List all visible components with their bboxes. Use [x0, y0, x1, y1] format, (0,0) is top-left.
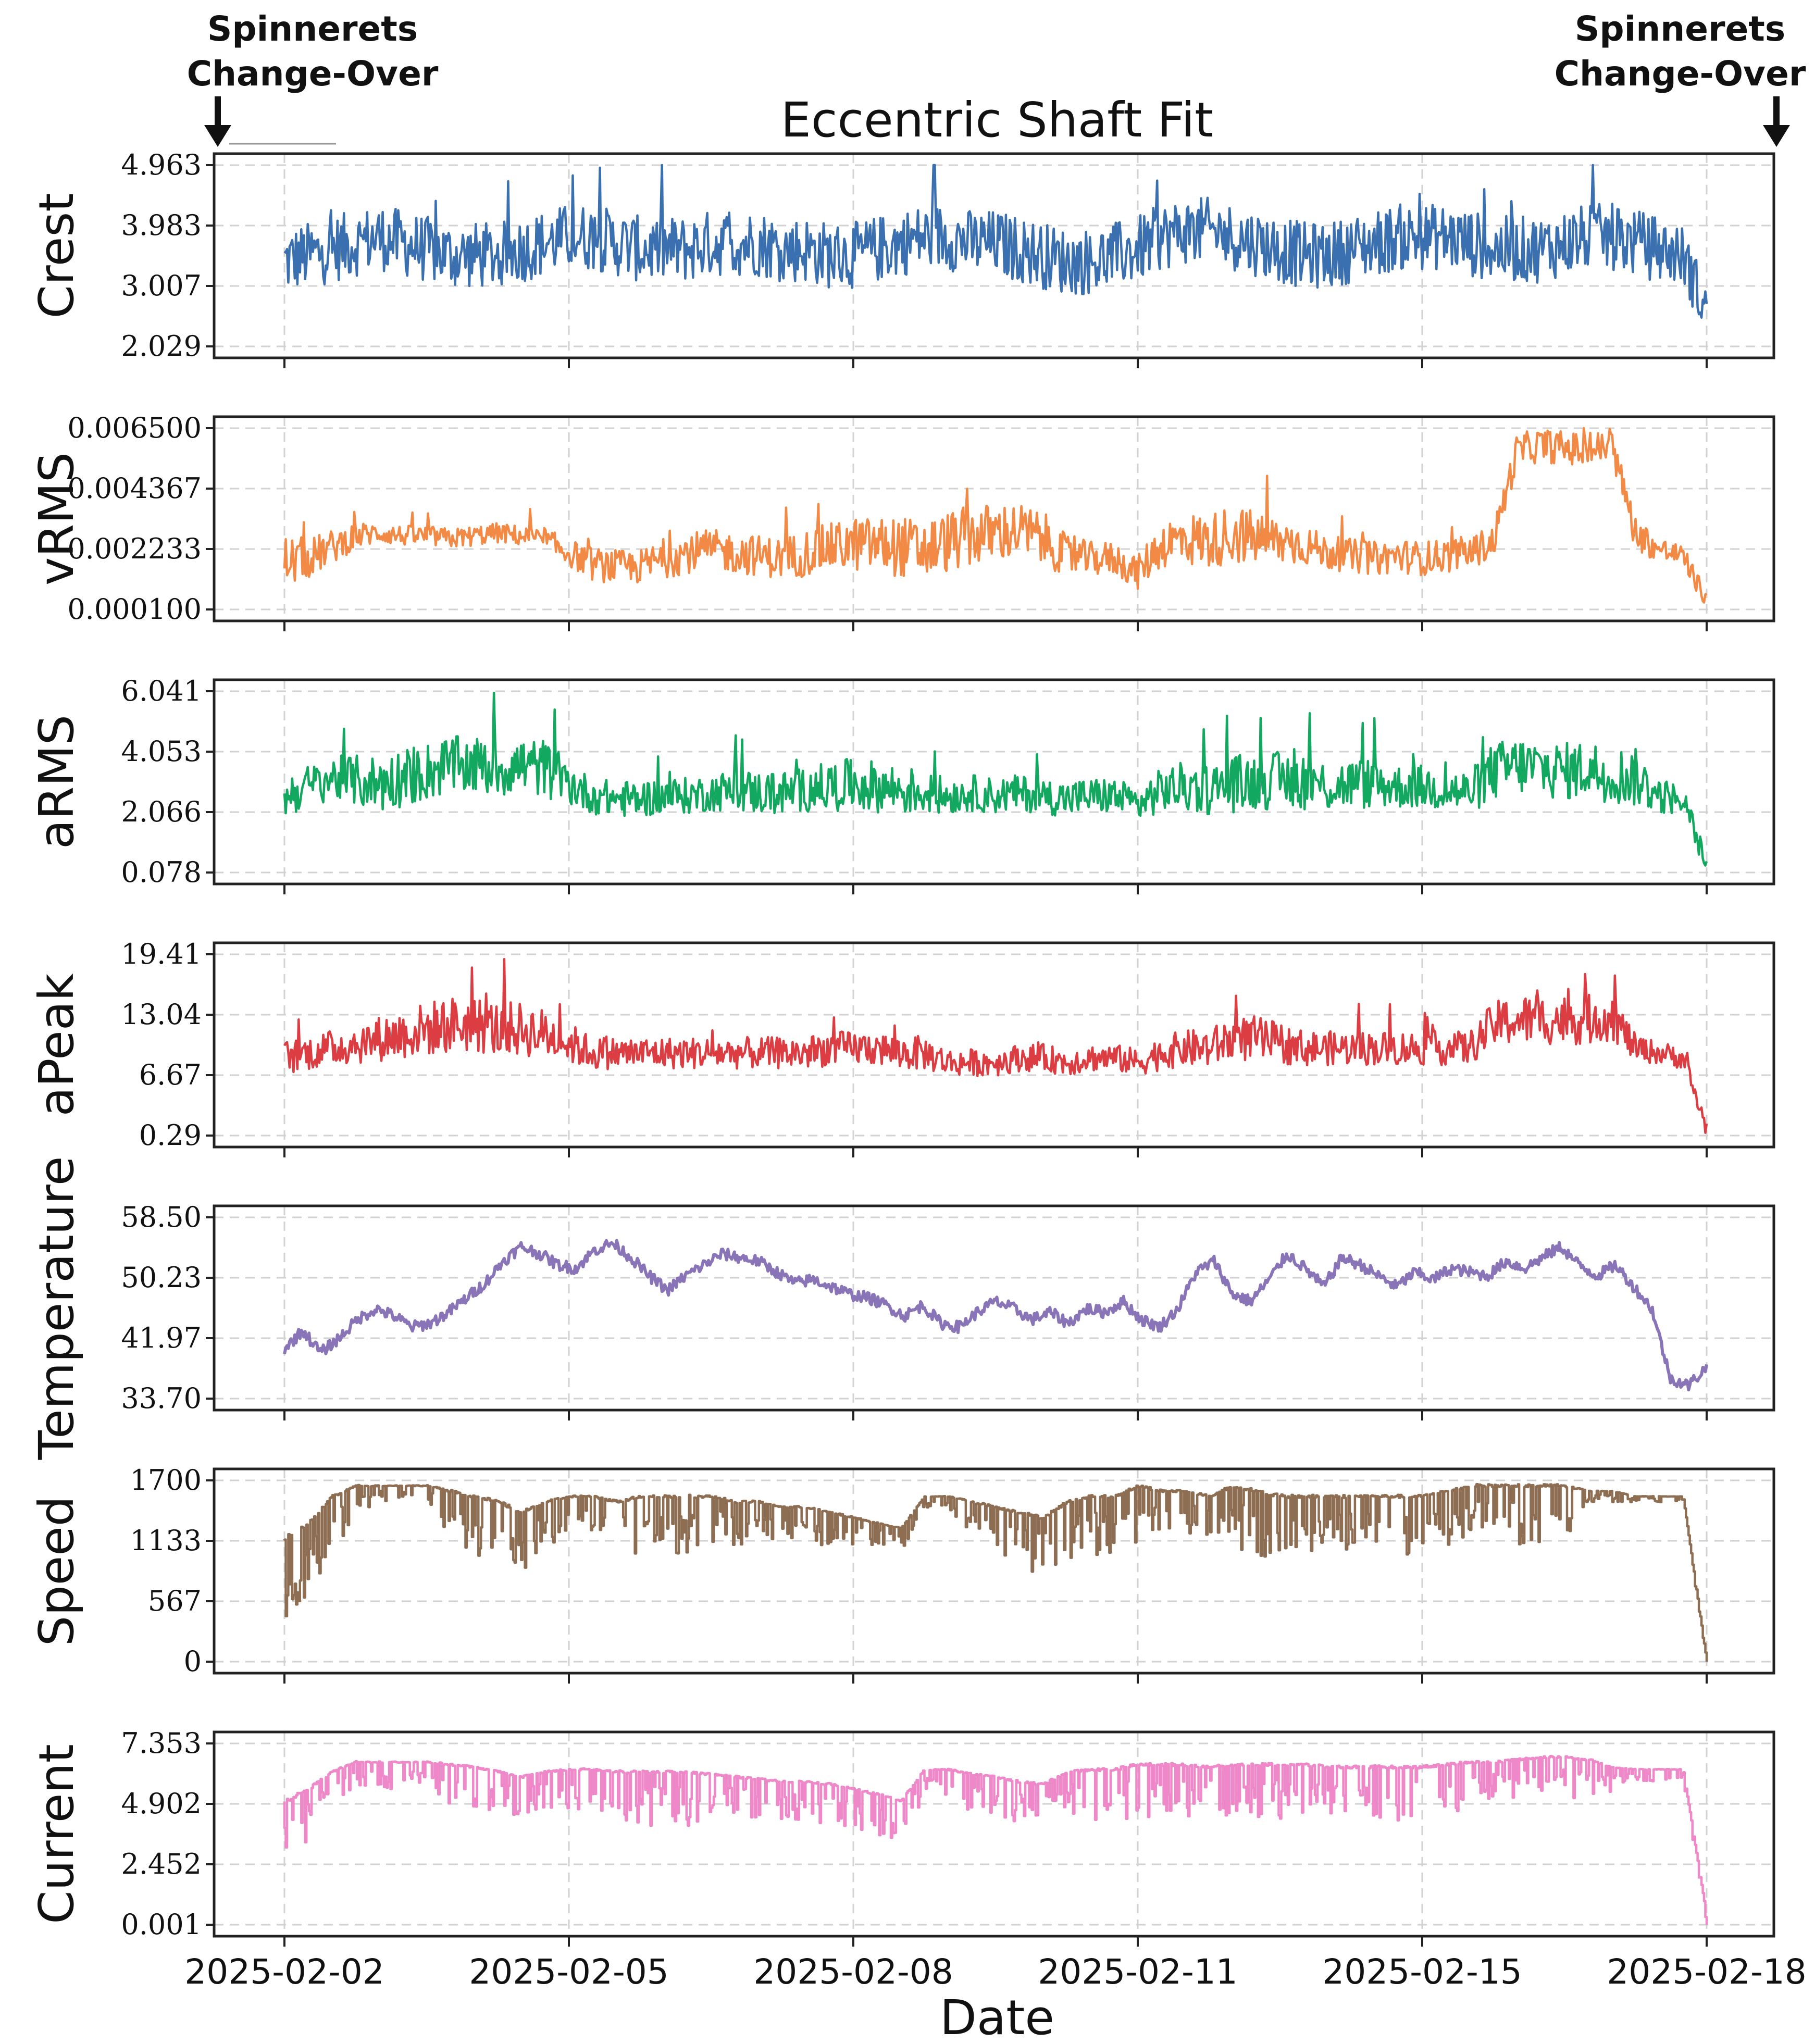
- y-tick-label: 567: [148, 1585, 202, 1617]
- panel-frame: [213, 941, 1775, 1149]
- y-tick-label: 2.029: [121, 330, 202, 363]
- y-tick-label: 2.066: [121, 795, 202, 828]
- y-tick-label: 3.007: [121, 269, 202, 302]
- right-annotation-line1: Spinnerets: [1575, 9, 1785, 49]
- y-tick-label: 6.67: [139, 1058, 202, 1091]
- series-line-current: [283, 1755, 1708, 1925]
- chart-title: Eccentric Shaft Fit: [781, 92, 1214, 148]
- series-line-apeak: [283, 958, 1708, 1134]
- y-tick-label: 1700: [130, 1464, 202, 1497]
- y-tick-label: 0.000100: [67, 593, 202, 626]
- right-changeover-annotation: Spinnerets Change-Over: [1555, 9, 1806, 147]
- series-line-arms: [283, 691, 1708, 867]
- panel-temperature: 58.50 50.23 41.97 33.70 Temperature: [29, 1156, 1775, 1461]
- panel-frame: [213, 678, 1775, 886]
- gridlines: [214, 417, 1774, 621]
- x-tick-label: 2025-02-15: [1322, 1952, 1522, 1992]
- panels-container: 4.963 3.983 3.007 2.029 Crest 0.006500 0.00436…: [29, 148, 1775, 1947]
- y-tick-label: 50.23: [121, 1261, 202, 1294]
- y-axis-label: aPeak: [29, 973, 84, 1117]
- panel-crest: 4.963 3.983 3.007 2.029 Crest: [29, 148, 1775, 368]
- y-tick-label: 3.983: [121, 209, 202, 242]
- y-axis-label: Speed: [29, 1496, 84, 1646]
- x-tick-label: 2025-02-05: [469, 1952, 669, 1992]
- panel-vrms: 0.006500 0.004367 0.002233 0.000100 vRMS: [29, 412, 1775, 631]
- x-tick-labels: 2025-02-02 2025-02-05 2025-02-08 2025-02…: [184, 1952, 1807, 1992]
- y-tick-label: 4.053: [121, 735, 202, 768]
- gridlines: [214, 1206, 1774, 1410]
- left-annotation-line1: Spinnerets: [207, 9, 418, 49]
- y-tick-label: 19.41: [121, 938, 202, 970]
- x-tick-label: 2025-02-08: [753, 1952, 953, 1992]
- y-tick-label: 0.002233: [67, 532, 202, 565]
- y-tick-label: 13.04: [121, 998, 202, 1031]
- y-tick-label: 2.452: [121, 1848, 202, 1880]
- panel-frame: [213, 1204, 1775, 1412]
- left-annotation-line2: Change-Over: [187, 54, 439, 94]
- series-line-crest: [283, 164, 1708, 319]
- y-tick-label: 58.50: [121, 1201, 202, 1233]
- panel-frame: [213, 152, 1775, 359]
- y-tick-label: 0.29: [139, 1119, 202, 1152]
- right-annotation-line2: Change-Over: [1555, 54, 1806, 94]
- y-tick-label: 0.078: [121, 856, 202, 889]
- panel-apeak: 19.41 13.04 6.67 0.29 aPeak: [29, 938, 1775, 1157]
- x-axis-label: Date: [940, 1990, 1054, 2044]
- y-tick-label: 0.006500: [67, 412, 202, 444]
- series-line-vrms: [283, 427, 1708, 604]
- panel-frame: [213, 415, 1775, 622]
- x-tick-label: 2025-02-02: [184, 1952, 384, 1992]
- y-tick-label: 7.353: [121, 1727, 202, 1760]
- panel-frame: [213, 1730, 1775, 1938]
- x-tick-label: 2025-02-18: [1607, 1952, 1807, 1992]
- y-tick-label: 0: [184, 1645, 202, 1678]
- panel-current: 7.353 4.902 2.452 0.001 Current: [29, 1727, 1775, 1947]
- panel-speed: 1700 1133 567 0 Speed: [29, 1464, 1775, 1684]
- y-tick-label: 0.001: [121, 1908, 202, 1941]
- y-tick-label: 33.70: [121, 1382, 202, 1415]
- panel-arms: 6.041 4.053 2.066 0.078 aRMS: [29, 675, 1775, 894]
- y-axis-label: Current: [29, 1744, 84, 1924]
- left-down-arrow-icon: [204, 96, 231, 147]
- y-axis-label: vRMS: [29, 452, 84, 585]
- y-tick-label: 0.004367: [67, 472, 202, 505]
- right-down-arrow-icon: [1763, 96, 1790, 147]
- x-tick-label: 2025-02-11: [1038, 1952, 1238, 1992]
- y-tick-label: 1133: [130, 1524, 202, 1557]
- y-axis-label: aRMS: [29, 715, 84, 849]
- y-axis-label: Temperature: [29, 1156, 84, 1461]
- y-tick-label: 41.97: [121, 1322, 202, 1354]
- series-line-speed: [283, 1483, 1708, 1662]
- y-tick-label: 6.041: [121, 675, 202, 707]
- y-tick-label: 4.963: [121, 148, 202, 181]
- left-changeover-annotation: Spinnerets Change-Over: [187, 9, 439, 147]
- y-tick-label: 4.902: [121, 1787, 202, 1820]
- panel-frame: [213, 1467, 1775, 1675]
- gridlines: [214, 1732, 1774, 1936]
- y-axis-label: Crest: [29, 193, 84, 319]
- series-line-temperature: [283, 1239, 1708, 1392]
